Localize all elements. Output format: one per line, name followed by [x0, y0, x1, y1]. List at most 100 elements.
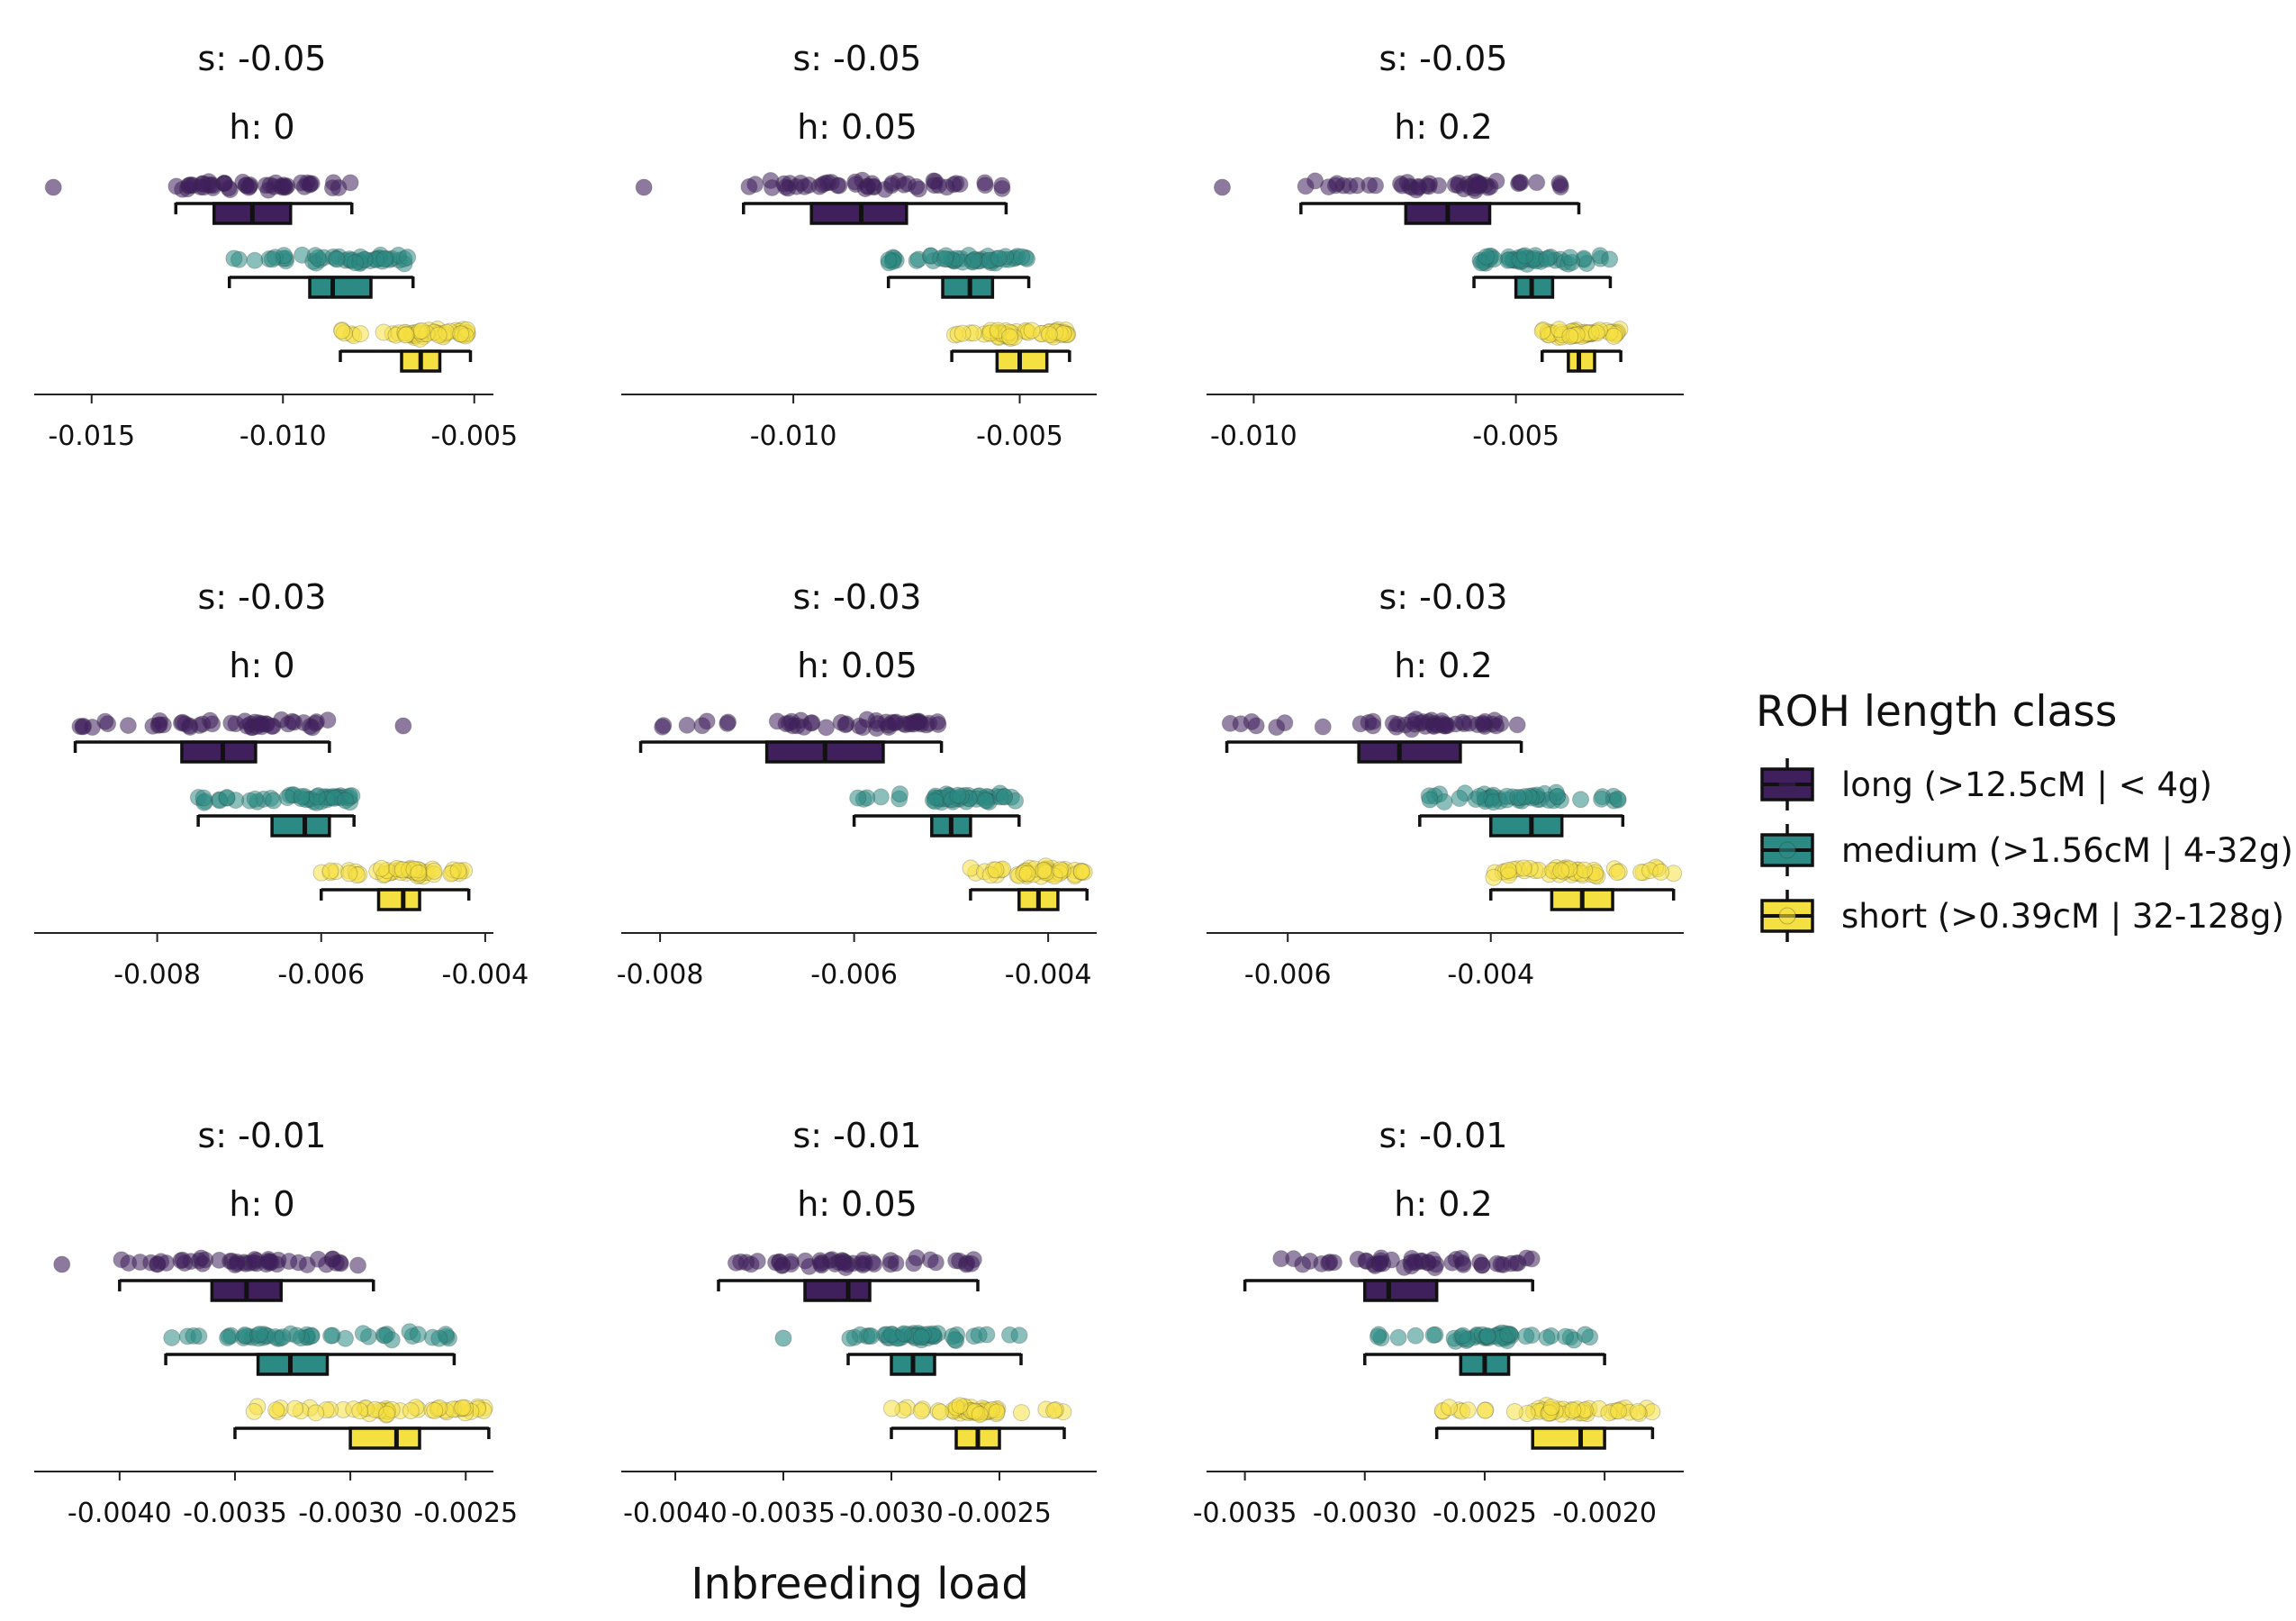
data-point	[1528, 174, 1546, 192]
data-point	[1508, 716, 1526, 734]
legend-key-point	[1778, 775, 1796, 793]
x-tick-label: -0.0040	[68, 1498, 172, 1529]
x-tick-label: -0.015	[48, 421, 135, 452]
panel-6: s: -0.03 h: 0.2 -0.006 -0.004	[1207, 577, 1684, 991]
data-point	[286, 1399, 304, 1417]
data-point	[1652, 863, 1670, 881]
points-short	[1433, 1397, 1661, 1423]
data-point	[846, 173, 864, 191]
box-long	[1363, 1279, 1439, 1302]
strip-label-s: s: -0.01	[1379, 1116, 1507, 1155]
data-point	[426, 1401, 444, 1419]
data-point	[1314, 718, 1332, 736]
data-point	[800, 177, 818, 195]
data-point	[185, 1327, 203, 1345]
strip-label-h: h: 0.05	[797, 107, 917, 147]
strip-label-h: h: 0.2	[1394, 646, 1492, 685]
strip-label-h: h: 0.05	[797, 646, 917, 685]
data-point	[340, 865, 358, 883]
data-point	[654, 718, 672, 736]
points-long	[1221, 711, 1526, 738]
points-medium	[1471, 247, 1619, 273]
outlier-point	[1213, 178, 1231, 196]
data-point	[337, 1329, 355, 1347]
data-point	[1384, 714, 1402, 732]
data-point	[946, 1331, 964, 1349]
data-point	[1517, 1327, 1535, 1345]
x-tick-label: -0.006	[277, 959, 365, 991]
points-medium	[774, 1324, 1028, 1350]
strip-label-s: s: -0.05	[197, 39, 326, 78]
data-point	[1435, 792, 1453, 810]
data-point	[1517, 1249, 1535, 1267]
box-medium	[256, 1353, 330, 1376]
outlier-point	[774, 1329, 792, 1347]
x-tick-label: -0.010	[240, 421, 327, 452]
points-long	[1213, 172, 1569, 200]
data-point	[1538, 250, 1556, 268]
strip-label-s: s: -0.05	[792, 39, 921, 78]
data-point	[698, 712, 716, 730]
panel-3: s: -0.05 h: 0.2 -0.010 -0.005	[1207, 39, 1684, 452]
data-point	[1542, 1399, 1560, 1417]
data-point	[201, 711, 219, 729]
data-point	[318, 1255, 336, 1273]
data-point	[1502, 1254, 1520, 1272]
data-point	[841, 1329, 859, 1347]
points-short	[1485, 858, 1683, 886]
strip-label-h: h: 0.05	[797, 1184, 917, 1224]
data-point	[330, 178, 348, 196]
data-point	[927, 1254, 945, 1272]
data-point	[120, 1254, 138, 1272]
data-point	[351, 1402, 369, 1420]
panel-2: s: -0.05 h: 0.05 -0.010 -0.005	[621, 39, 1097, 452]
box-medium	[270, 814, 331, 838]
data-point	[1052, 861, 1070, 879]
data-point	[412, 321, 430, 340]
data-point	[895, 1325, 913, 1343]
data-point	[375, 1327, 393, 1345]
points-long	[635, 171, 1011, 198]
x-tick-label: -0.004	[1005, 959, 1092, 991]
data-point	[912, 1328, 930, 1346]
data-point	[354, 1325, 372, 1343]
data-point	[1403, 712, 1421, 730]
strip-label-h: h: 0.2	[1394, 1184, 1492, 1224]
data-point	[1389, 1328, 1407, 1346]
data-point	[1369, 1327, 1387, 1345]
data-point	[307, 1404, 325, 1422]
data-point	[373, 859, 391, 877]
box-medium	[1488, 814, 1564, 838]
data-point	[225, 249, 243, 267]
data-point	[1013, 248, 1031, 266]
x-tick-label: -0.005	[976, 421, 1063, 452]
x-tick-label: -0.0040	[623, 1498, 728, 1529]
data-point	[976, 174, 994, 192]
data-point	[454, 1399, 472, 1417]
data-point	[264, 250, 282, 268]
data-point	[246, 251, 264, 269]
data-point	[1608, 864, 1626, 882]
points-long	[727, 1249, 982, 1277]
data-point	[1406, 1327, 1424, 1345]
data-point	[1629, 1402, 1647, 1420]
points-medium	[1420, 783, 1627, 811]
data-point	[931, 1403, 949, 1421]
box-short	[376, 888, 421, 911]
points-long	[44, 173, 359, 199]
box-short	[995, 349, 1049, 373]
data-point	[1533, 322, 1551, 340]
data-point	[149, 1254, 167, 1272]
data-point	[882, 1399, 900, 1417]
data-point	[1505, 1402, 1523, 1420]
data-point	[283, 712, 301, 730]
data-point	[965, 251, 983, 269]
data-point	[351, 325, 369, 343]
data-point	[246, 790, 264, 808]
outlier-point	[53, 1255, 71, 1273]
x-tick-label: -0.0030	[1313, 1498, 1417, 1529]
data-point	[452, 325, 470, 343]
points-medium	[163, 1323, 457, 1349]
data-point	[228, 1254, 246, 1272]
data-point	[863, 175, 881, 193]
